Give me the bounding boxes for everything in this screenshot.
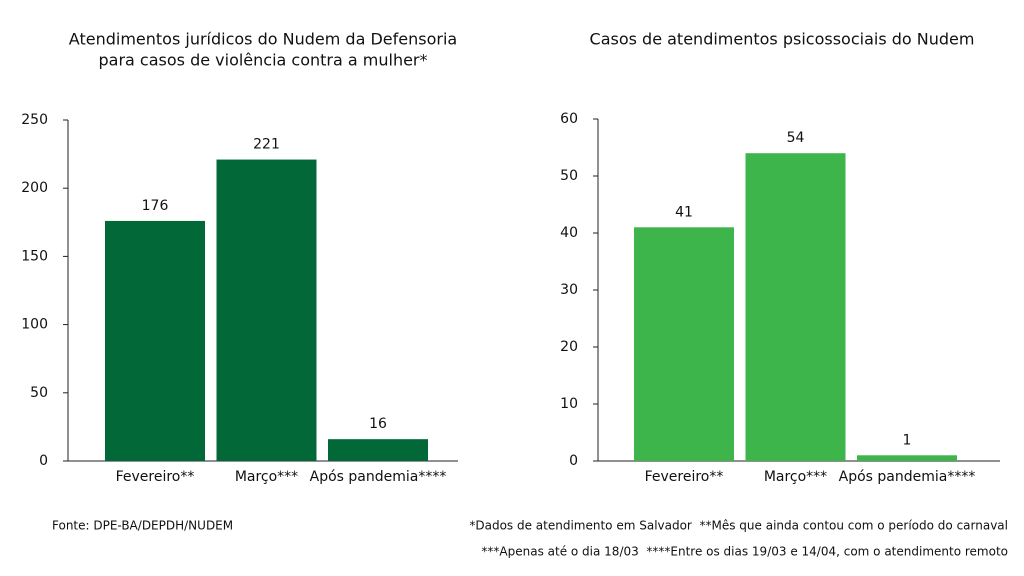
bar — [328, 439, 428, 461]
chart-title: Casos de atendimentos psicossociais do N… — [590, 30, 975, 49]
y-tick-label: 60 — [560, 111, 578, 127]
y-tick-label: 150 — [21, 248, 48, 264]
y-tick-label: 0 — [39, 453, 48, 469]
chart-title: Atendimentos jurídicos do Nudem da Defen… — [69, 30, 457, 49]
x-tick-label: Fevereiro** — [116, 469, 195, 485]
y-tick-label: 10 — [560, 396, 578, 412]
value-label: 54 — [787, 130, 805, 146]
bar — [857, 455, 957, 461]
y-tick-label: 0 — [569, 453, 578, 469]
y-tick-label: 30 — [560, 282, 578, 298]
note: *Dados de atendimento em Salvador **Mês … — [469, 519, 1008, 533]
bar — [216, 159, 317, 461]
value-label: 16 — [369, 416, 387, 432]
chart-title: para casos de violência contra a mulher* — [98, 51, 427, 70]
x-tick-label: Após pandemia**** — [310, 469, 447, 485]
y-tick-label: 100 — [21, 317, 48, 333]
y-tick-label: 40 — [560, 225, 578, 241]
y-tick-label: 50 — [560, 168, 578, 184]
x-tick-label: Após pandemia**** — [839, 469, 976, 485]
y-tick-label: 200 — [21, 180, 48, 196]
value-label: 41 — [675, 204, 693, 220]
bar — [105, 220, 205, 461]
source: Fonte: DPE-BA/DEPDH/NUDEM — [52, 519, 233, 533]
x-tick-label: Fevereiro** — [645, 469, 724, 485]
x-tick-label: Março*** — [764, 469, 827, 485]
note: ***Apenas até o dia 18/03 ****Entre os d… — [481, 545, 1008, 559]
value-label: 1 — [903, 432, 912, 448]
bar — [745, 153, 846, 461]
x-tick-label: Março*** — [235, 469, 298, 485]
bar — [634, 227, 734, 461]
y-tick-label: 20 — [560, 339, 578, 355]
y-tick-label: 250 — [21, 112, 48, 128]
value-label: 221 — [253, 137, 280, 153]
y-tick-label: 50 — [30, 385, 48, 401]
value-label: 176 — [142, 198, 169, 214]
